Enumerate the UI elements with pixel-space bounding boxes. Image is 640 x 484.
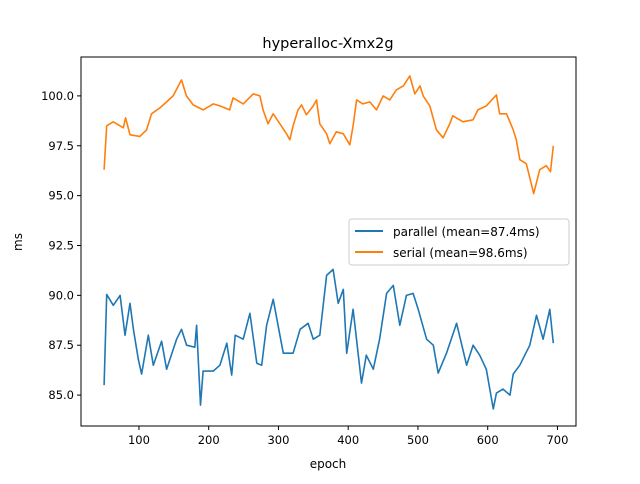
chart-title: hyperalloc-Xmx2g (262, 36, 393, 52)
y-tick-label: 95.0 (48, 189, 74, 203)
plot-area-frame (80, 56, 577, 427)
y-tick-label: 97.5 (48, 139, 74, 153)
x-tick-label: 600 (477, 433, 499, 447)
x-tick-label: 300 (267, 433, 289, 447)
y-tick-label: 90.0 (48, 288, 74, 302)
y-tick-label: 92.5 (48, 238, 74, 252)
y-tick-label: 85.0 (48, 388, 74, 402)
legend-box (348, 218, 570, 266)
ticks-layer: 100 200 300 400 500 600 700 85.0 87.5 90.0 92.5 95.… (41, 89, 568, 447)
y-axis-label: ms (11, 233, 25, 251)
y-tick-label: 100.0 (41, 89, 74, 103)
x-tick-label: 400 (337, 433, 359, 447)
series-layer (103, 75, 555, 410)
series-line-0 (103, 268, 555, 410)
x-tick-label: 500 (407, 433, 429, 447)
x-tick-label: 100 (128, 433, 150, 447)
legend-label-parallel: parallel (mean=87.4ms) (393, 225, 540, 239)
series-line-1 (103, 75, 555, 195)
x-tick-label: 700 (546, 433, 568, 447)
x-tick-label: 200 (198, 433, 220, 447)
x-axis-label: epoch (310, 457, 347, 471)
legend-label-serial: serial (mean=98.6ms) (393, 246, 528, 260)
legend: parallel (mean=87.4ms) serial (mean=98.6… (348, 218, 570, 266)
y-tick-label: 87.5 (48, 338, 74, 352)
